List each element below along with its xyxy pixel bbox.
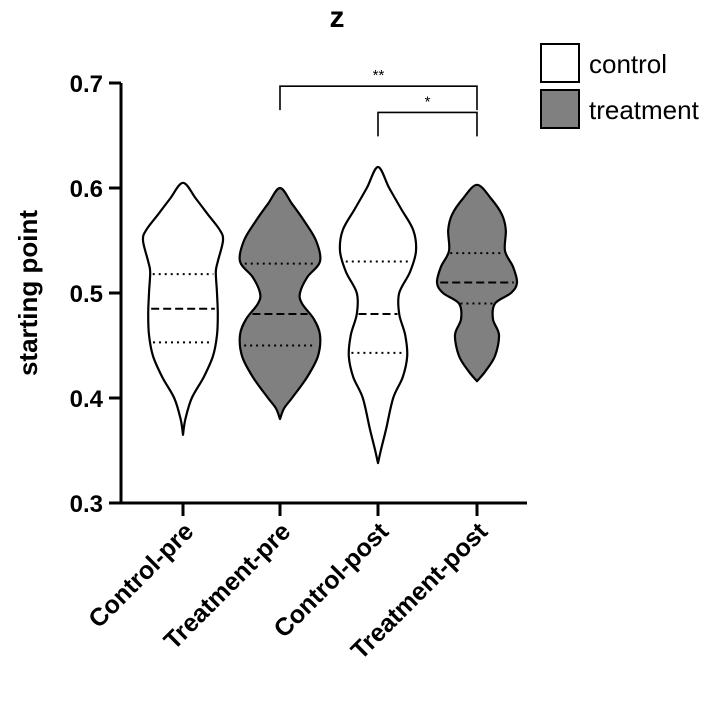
y-axis-label: starting point: [13, 210, 43, 376]
significance-bracket: [377, 111, 478, 137]
y-tick-labels: 0.3 0.4 0.5 0.6 0.7: [70, 71, 104, 518]
violin-treatment-pre: [238, 186, 322, 421]
y-tick-label: 0.7: [70, 71, 103, 98]
significance-annotations: ***: [279, 67, 478, 137]
legend-swatch-control: [540, 43, 580, 83]
y-tick-label: 0.5: [70, 281, 103, 308]
violin-control-post: [338, 165, 418, 465]
y-tick-label: 0.4: [70, 386, 104, 413]
y-tick-label: 0.3: [70, 491, 103, 518]
significance-label: *: [425, 93, 431, 110]
y-tick-label: 0.6: [70, 176, 103, 203]
significance-bracket: [279, 85, 478, 111]
chart-title: z: [330, 1, 345, 34]
violins: [141, 165, 519, 465]
axes: [109, 81, 527, 516]
legend-swatch-treatment: [540, 89, 580, 129]
legend-label-control: control: [589, 49, 667, 79]
significance-label: **: [373, 67, 385, 84]
legend: control treatment: [540, 43, 700, 129]
x-tick-labels: Control-preTreatment-preControl-postTrea…: [83, 517, 494, 665]
legend-label-treatment: treatment: [589, 95, 700, 125]
